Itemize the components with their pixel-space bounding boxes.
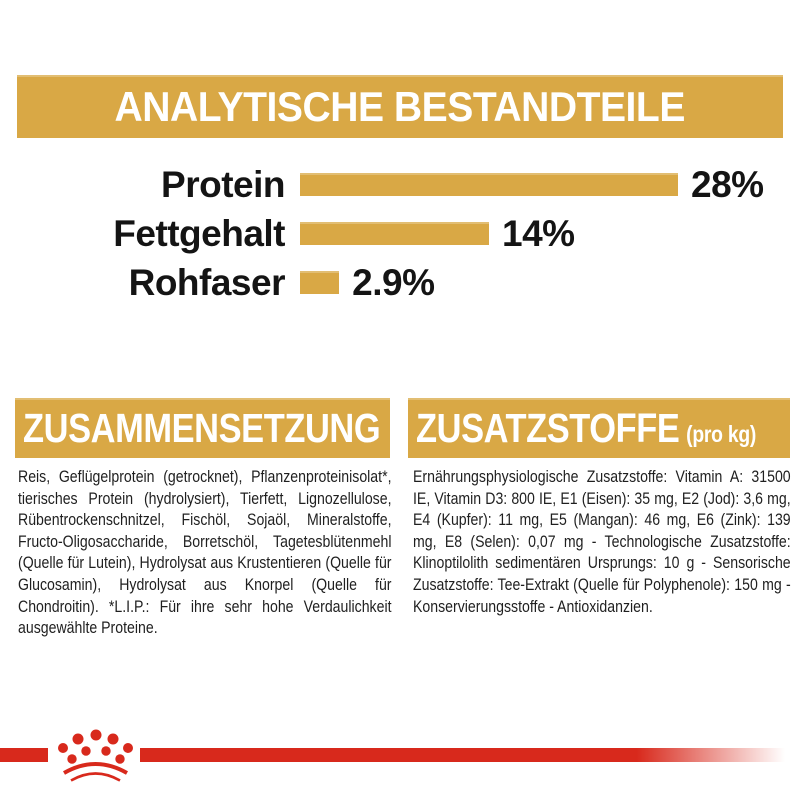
- chart-value-label: 2.9%: [352, 261, 435, 303]
- chart-category-label: Protein: [161, 163, 285, 205]
- chart-value-label: 14%: [502, 212, 575, 254]
- analytical-constituents-header-bar: ANALYTISCHE BESTANDTEILE: [17, 75, 783, 138]
- chart-row: Protein 28%: [0, 160, 800, 209]
- chart-category-label: Fettgehalt: [113, 212, 285, 254]
- analytical-constituents-chart: Protein 28% Fettgehalt 14% Rohfaser 2.9%: [0, 160, 800, 307]
- composition-header-inner: ZUSAMMENSETZUNG: [23, 404, 381, 452]
- additives-header-inner: ZUSATZSTOFFE (pro kg): [416, 405, 756, 452]
- additives-header-bar: ZUSATZSTOFFE (pro kg): [408, 398, 790, 458]
- additives-text: Ernährungsphysiologische Zusatzstoffe: V…: [413, 467, 791, 616]
- chart-bar: [300, 271, 340, 294]
- chart-row: Rohfaser 2.9%: [0, 258, 800, 307]
- chart-bar: [300, 173, 678, 196]
- chart-category-label: Rohfaser: [128, 261, 286, 303]
- composition-text: Reis, Geflügelprotein (getrocknet), Pfla…: [18, 467, 392, 638]
- brand-stripe-right: [140, 748, 785, 762]
- additives-header: ZUSATZSTOFFE: [416, 404, 680, 451]
- additives-header-suffix: (pro kg): [686, 420, 757, 447]
- page-title: ANALYTISCHE BESTANDTEILE: [114, 82, 686, 130]
- composition-header-bar: ZUSAMMENSETZUNG: [15, 398, 390, 458]
- chart-bar: [300, 222, 489, 245]
- chart-value-label: 28%: [691, 163, 764, 205]
- brand-stripe-left: [0, 748, 48, 762]
- chart-row: Fettgehalt 14%: [0, 209, 800, 258]
- royal-canin-crown-icon: [58, 729, 133, 782]
- composition-header: ZUSAMMENSETZUNG: [23, 404, 381, 451]
